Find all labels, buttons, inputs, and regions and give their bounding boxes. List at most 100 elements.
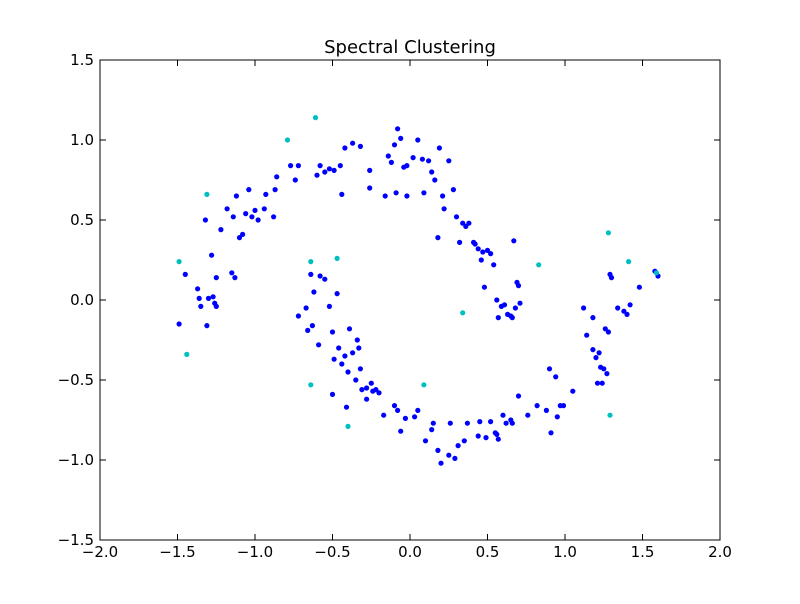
data-point bbox=[460, 220, 466, 226]
data-point bbox=[534, 403, 540, 409]
data-point bbox=[342, 353, 348, 359]
data-point bbox=[430, 420, 436, 426]
data-point bbox=[429, 427, 435, 433]
y-tick-label: 1.5 bbox=[70, 51, 94, 69]
data-point bbox=[436, 145, 442, 151]
data-point bbox=[464, 420, 470, 426]
data-point bbox=[615, 305, 621, 311]
data-point bbox=[196, 295, 202, 301]
data-point bbox=[596, 350, 602, 356]
data-point bbox=[624, 311, 630, 317]
data-point bbox=[494, 297, 500, 303]
data-point bbox=[517, 300, 523, 306]
data-point bbox=[303, 305, 309, 311]
data-point bbox=[356, 345, 362, 351]
data-point bbox=[322, 169, 328, 175]
data-point bbox=[381, 412, 387, 418]
data-point bbox=[393, 190, 399, 196]
data-point bbox=[463, 223, 469, 229]
data-point bbox=[509, 315, 515, 321]
x-tick-label: 1.0 bbox=[553, 543, 577, 561]
data-point bbox=[213, 275, 219, 281]
data-point bbox=[560, 403, 567, 409]
data-point bbox=[295, 313, 301, 319]
data-point bbox=[536, 262, 542, 268]
data-point bbox=[224, 206, 230, 212]
data-point bbox=[261, 206, 267, 212]
data-point bbox=[605, 230, 612, 236]
data-point bbox=[176, 321, 182, 327]
data-point bbox=[599, 380, 605, 386]
data-point bbox=[494, 431, 500, 437]
data-point bbox=[334, 255, 340, 261]
data-point bbox=[182, 271, 188, 277]
data-point bbox=[353, 377, 359, 383]
data-point bbox=[553, 374, 559, 380]
data-point bbox=[501, 302, 508, 308]
data-point bbox=[210, 294, 216, 300]
plot-area bbox=[100, 60, 720, 540]
x-tick-label: −1.5 bbox=[159, 543, 195, 561]
data-point bbox=[581, 305, 587, 311]
data-point bbox=[314, 172, 320, 178]
data-point bbox=[636, 284, 643, 290]
data-point bbox=[317, 273, 323, 279]
data-point bbox=[343, 404, 350, 410]
chart-title: Spectral Clustering bbox=[324, 37, 496, 58]
data-point bbox=[326, 303, 332, 309]
data-point bbox=[204, 191, 210, 197]
data-point bbox=[471, 239, 477, 245]
data-point bbox=[229, 270, 235, 276]
data-point bbox=[543, 407, 550, 413]
data-point bbox=[218, 227, 224, 233]
data-point bbox=[546, 366, 553, 372]
data-point bbox=[481, 284, 487, 290]
data-point bbox=[284, 137, 291, 143]
data-point bbox=[500, 412, 506, 418]
data-point bbox=[453, 214, 460, 220]
data-point bbox=[435, 235, 441, 241]
data-point bbox=[195, 286, 201, 292]
data-point bbox=[440, 193, 446, 199]
data-point bbox=[204, 323, 210, 329]
data-point bbox=[308, 259, 314, 265]
data-point bbox=[359, 387, 365, 393]
data-point bbox=[421, 190, 427, 196]
data-point bbox=[364, 396, 370, 402]
data-point bbox=[305, 327, 311, 333]
data-point bbox=[202, 217, 208, 223]
x-tick-label: 2.0 bbox=[708, 543, 732, 561]
data-point bbox=[450, 187, 456, 193]
data-point bbox=[376, 390, 382, 396]
data-point bbox=[198, 303, 204, 309]
data-point bbox=[316, 342, 322, 348]
data-point bbox=[432, 177, 438, 183]
data-point bbox=[272, 187, 278, 193]
ticks-layer: −2.0 −1.5 −1.0 −0.5 0.0 0.5 1.0 1.5 2.0−1.5−1.0−… bbox=[58, 51, 732, 561]
data-point bbox=[570, 388, 576, 394]
data-point bbox=[590, 315, 596, 321]
data-point bbox=[252, 207, 258, 213]
data-point bbox=[446, 158, 452, 164]
data-point bbox=[176, 259, 182, 265]
data-point bbox=[590, 347, 596, 353]
data-point bbox=[491, 262, 497, 268]
data-point bbox=[601, 366, 607, 372]
data-point bbox=[367, 185, 373, 191]
data-point bbox=[339, 191, 345, 197]
data-point bbox=[339, 361, 345, 367]
y-tick-label: 1.0 bbox=[70, 131, 94, 149]
y-tick-label: 0.5 bbox=[70, 211, 94, 229]
data-point bbox=[607, 412, 613, 418]
data-point bbox=[243, 211, 249, 217]
y-tick-label: −1.5 bbox=[58, 531, 94, 549]
data-point bbox=[246, 187, 252, 193]
data-point bbox=[331, 167, 337, 173]
data-point bbox=[446, 452, 452, 458]
data-point bbox=[429, 169, 435, 175]
data-point bbox=[205, 295, 212, 301]
data-point bbox=[382, 193, 388, 199]
data-point bbox=[415, 407, 421, 413]
data-point bbox=[288, 163, 294, 169]
